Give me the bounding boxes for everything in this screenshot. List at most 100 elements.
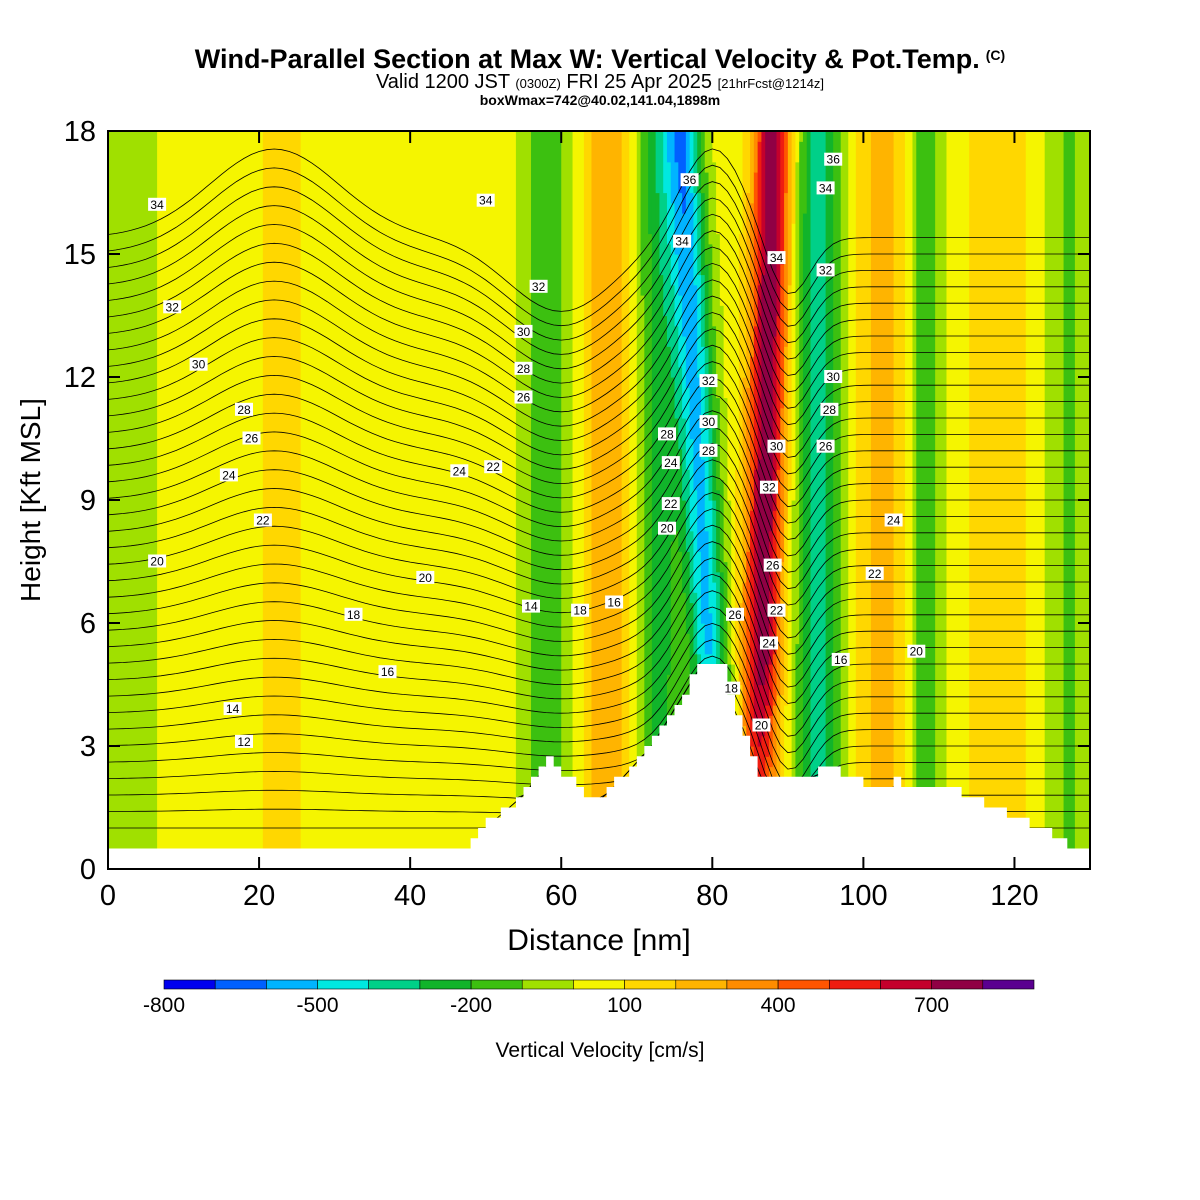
w-cell [659,131,664,276]
w-cell [682,336,687,419]
theta-label-text: 32 [762,481,776,495]
w-cell [323,131,328,869]
w-cell [606,131,611,869]
theta-contour [108,295,1090,442]
w-cell [447,131,453,869]
w-cell [175,131,181,869]
theta-label-text: 28 [517,362,531,376]
theta-contour [108,459,1090,606]
w-cell [685,469,691,552]
theta-label-text: 36 [683,173,697,187]
w-cell [704,131,710,173]
w-cell [666,131,672,163]
w-cell [228,131,234,869]
w-cell [474,131,479,869]
theta-label-box [816,263,835,277]
w-cell [670,131,676,204]
theta-label-box [767,251,786,265]
theta-contour-label: 16 [378,665,397,679]
w-cell [500,131,506,869]
w-cell [780,561,785,696]
w-cell [791,500,796,869]
theta-label-box [760,636,778,650]
w-cell [727,500,732,665]
theta-contour-label: 36 [824,152,843,167]
w-cell [232,131,238,869]
theta-label-text: 30 [702,415,716,429]
theta-contour [108,148,1090,312]
theta-label-text: 32 [166,300,180,314]
w-cell [678,448,683,552]
theta-contour-label: 28 [820,402,839,417]
theta-label-box [416,570,435,584]
w-cell [187,131,192,869]
theta-contour-label: 30 [514,324,533,339]
theta-label-text: 30 [827,370,841,384]
box-info: boxWmax=742@40.02,141.04,1898m [479,92,721,108]
w-cell [648,233,653,869]
w-cell [217,131,222,869]
w-cell [799,141,804,869]
theta-label-text: 16 [834,653,848,667]
w-cell [833,131,838,869]
theta-label-text: 24 [762,637,776,651]
w-cell [765,664,770,706]
w-cell [568,131,574,869]
w-cell [583,131,589,869]
theta-contour [108,197,1090,355]
theta-label-text: 14 [226,702,240,716]
w-cell [349,131,355,869]
theta-contour [108,606,1090,754]
w-cell [425,131,430,869]
theta-contour [108,262,1090,413]
w-cell [406,131,411,869]
theta-label-text: 22 [770,604,784,618]
theta-contour [108,328,1090,475]
theta-contour [108,573,1090,721]
theta-label-text: 16 [607,596,621,610]
w-cell [697,274,702,378]
theta-contour-label: 16 [831,652,850,667]
theta-label-box [484,460,503,474]
w-cell [334,131,339,869]
w-cell [712,325,717,419]
w-cell [776,469,781,614]
theta-label-box [189,357,208,371]
theta-contour-label: 24 [219,468,238,482]
w-cell [402,131,407,869]
theta-contour-labels: 34 32 30 28 26 24 22 20 18 16 14 12 34 32 30 28 26 24 22 20… [148,152,926,749]
w-cell [655,192,661,869]
w-cell [757,284,763,460]
colorbar-tick-label: 100 [607,994,642,1017]
theta-contour [108,557,1090,704]
w-cell [765,131,770,665]
w-cell [742,377,747,583]
w-cell [795,643,800,869]
theta-contour-label: 32 [699,374,718,388]
w-cell [455,131,460,869]
w-cell [191,131,196,869]
w-cell [330,131,336,869]
theta-contour-label: 34 [148,197,167,212]
w-cell [734,469,740,665]
theta-contour-label: 22 [661,497,680,511]
theta-contour-label: 24 [884,513,903,528]
theta-label-text: 22 [868,567,882,581]
w-cell [674,325,679,419]
theta-label-text: 28 [237,403,251,417]
w-cell [659,274,664,869]
theta-contour-label: 28 [235,402,253,417]
theta-label-text: 12 [237,735,251,749]
w-cell [553,131,559,869]
w-cell [304,131,309,869]
w-cell [750,131,755,204]
w-cell [145,131,151,869]
theta-contour [108,541,1090,688]
w-cell [523,131,528,869]
theta-label-text: 18 [573,604,587,618]
theta-label-box [760,480,778,494]
w-cell [345,131,351,869]
theta-contour-label: 28 [699,443,718,458]
theta-label-box [699,374,718,388]
theta-label-box [344,607,363,621]
